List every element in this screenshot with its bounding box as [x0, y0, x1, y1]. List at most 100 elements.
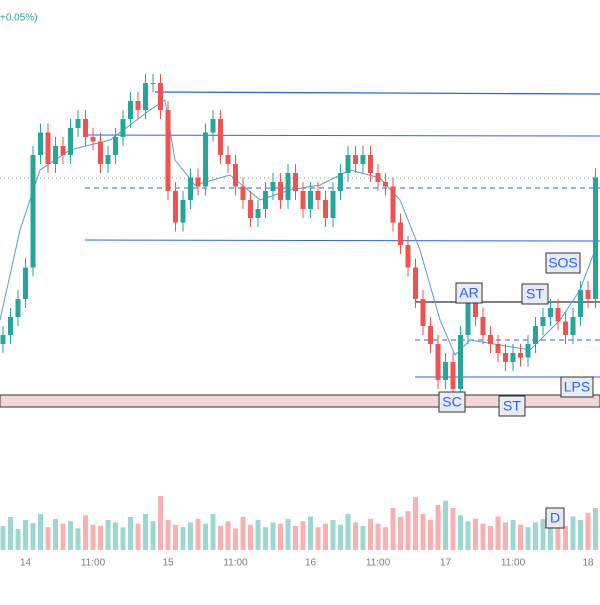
- candle-body: [210, 119, 216, 133]
- volume-bar: [285, 518, 291, 550]
- volume-bar: [158, 496, 163, 550]
- volume-bar: [270, 522, 276, 550]
- x-tick-label: 17: [440, 558, 452, 569]
- candle-body: [23, 267, 28, 299]
- candle-body: [488, 335, 493, 344]
- annotation-label: AR: [459, 285, 478, 301]
- candle-body: [120, 119, 126, 137]
- candle-body: [563, 321, 568, 335]
- candle-body: [45, 132, 51, 164]
- annotation-label: SOS: [548, 255, 578, 271]
- volume-bar: [23, 520, 28, 550]
- volume-bar: [458, 515, 463, 550]
- candle-body: [128, 101, 133, 119]
- candle-body: [173, 191, 178, 223]
- annotation-box: [498, 395, 526, 417]
- candle-body: [218, 119, 223, 155]
- volume-bar: [248, 524, 253, 550]
- volume-bar: [188, 522, 193, 550]
- candle-body: [203, 132, 208, 187]
- candle-body: [38, 132, 43, 155]
- candle-body: [398, 222, 403, 245]
- candle-body: [180, 200, 186, 223]
- volume-bar: [345, 514, 351, 550]
- volume-bar: [390, 508, 396, 550]
- candle-body: [578, 290, 583, 317]
- change-label: +0.05%): [0, 13, 38, 24]
- candle-body: [68, 128, 73, 155]
- volume-bar: [525, 527, 531, 550]
- volume-bar: [308, 516, 313, 550]
- candle-body: [195, 177, 201, 187]
- x-tick-label: 11:00: [223, 558, 248, 569]
- candle-body: [495, 344, 501, 353]
- candle-body: [570, 317, 576, 335]
- annotation-label: LPS: [564, 379, 590, 395]
- candle-body: [390, 186, 396, 223]
- candle-body: [548, 308, 553, 317]
- volume-bar: [90, 524, 96, 550]
- volume-bar: [173, 524, 178, 550]
- candle-body: [330, 191, 336, 218]
- candle-body: [75, 119, 81, 128]
- candle-body: [473, 299, 478, 317]
- volume-bar: [68, 521, 73, 550]
- candle-body: [15, 299, 21, 317]
- candle-body: [458, 335, 463, 389]
- candle-body: [98, 141, 103, 164]
- volume-bar: [195, 518, 201, 550]
- candle-body: [585, 290, 591, 299]
- candle-body: [383, 182, 388, 187]
- candle-body: [420, 299, 426, 326]
- candle-body: [113, 137, 118, 155]
- annotation-box: [545, 252, 581, 274]
- annotation-box: [560, 376, 594, 398]
- volume-bar: [435, 505, 441, 550]
- volume-bar: [210, 514, 216, 550]
- candle-body: [510, 353, 516, 362]
- volume-bar: [570, 516, 576, 550]
- volume-bar: [165, 520, 171, 550]
- volume-bar: [203, 523, 208, 550]
- annotation-label: ST: [526, 286, 544, 302]
- volume-bar: [240, 517, 246, 550]
- volume-bar: [218, 526, 223, 550]
- volume-bar: [488, 526, 493, 550]
- candle-body: [353, 155, 358, 164]
- volume-bar: [15, 529, 21, 550]
- volume-bar: [128, 517, 133, 550]
- volume-bar: [405, 511, 411, 550]
- candle-body: [368, 155, 373, 173]
- candle-body: [188, 177, 193, 200]
- candle-body: [165, 110, 171, 191]
- candle-body: [90, 137, 96, 142]
- volume-bar: [503, 522, 508, 550]
- volume-bar: [375, 523, 381, 550]
- annotation-box: [455, 282, 483, 304]
- volume-bar: [533, 522, 538, 550]
- volume-bar: [473, 518, 478, 550]
- x-tick-label: 16: [305, 558, 317, 569]
- candle-body: [555, 308, 561, 322]
- volume-bar: [45, 527, 51, 550]
- volume-bar: [383, 527, 388, 550]
- annotation-box: [438, 391, 466, 413]
- volume-bar: [113, 522, 118, 550]
- candle-body: [360, 155, 366, 164]
- candle-body: [248, 200, 253, 218]
- candle-body: [150, 83, 156, 84]
- annotation-box: [545, 507, 565, 529]
- volume-bar: [360, 526, 366, 550]
- volume-bar: [398, 517, 403, 550]
- volume-bar: [180, 527, 186, 550]
- volume-bar: [420, 514, 426, 550]
- candle-body: [375, 173, 381, 182]
- volume-bar: [83, 515, 88, 550]
- candle-body: [158, 83, 163, 110]
- candle-body: [8, 317, 13, 335]
- volume-bar: [495, 516, 501, 550]
- volume-bar: [300, 521, 306, 550]
- level-line: [84, 239, 600, 242]
- volume-bar: [480, 523, 486, 550]
